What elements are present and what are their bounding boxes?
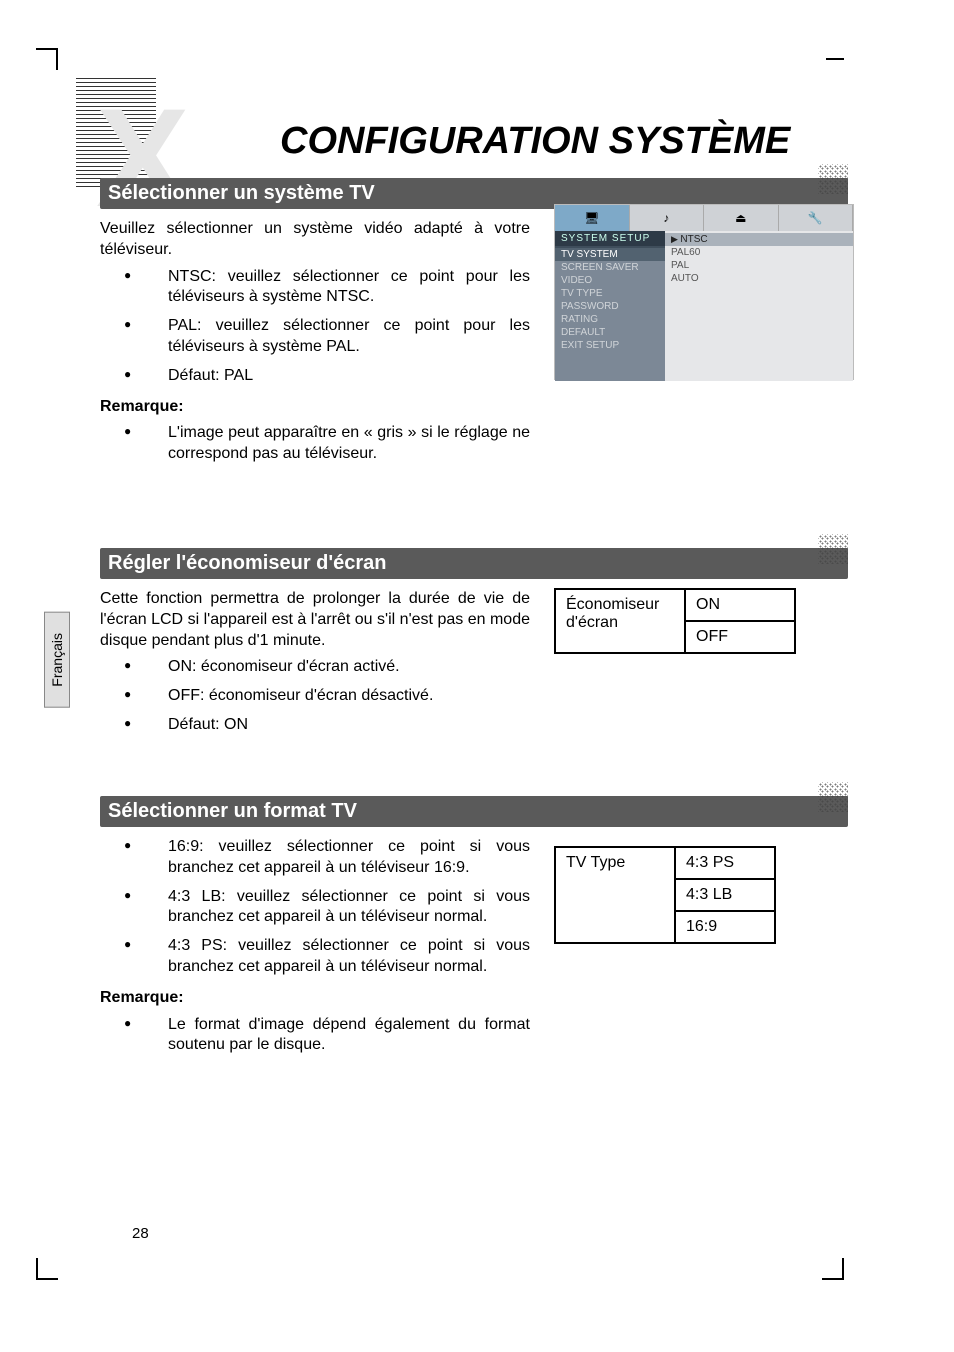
section-heading: Sélectionner un système TV [108,182,375,204]
table-option: 4:3 LB [675,879,775,911]
osd-tab-icon: 🔧 [779,205,854,231]
table-option: ON [685,589,795,621]
crop-mark [842,1258,844,1280]
bullet-list: L'image peut apparaître en « gris » si l… [100,423,530,465]
intro-text: Veuillez sélectionner un système vidéo a… [100,219,530,261]
page-number: 28 [132,1225,149,1242]
osd-menu-item: VIDEO [561,274,659,287]
screensaver-options-table: Économiseur d'écran ON OFF [554,588,796,654]
osd-right-options: NTSC PAL60 PAL AUTO [665,231,853,381]
language-tab: Français [44,612,70,708]
page-title: CONFIGURATION SYSTÈME [280,120,790,163]
osd-menu-item: DEFAULT [561,326,659,339]
osd-body: SYSTEM SETUP TV SYSTEM SCREEN SAVER VIDE… [555,231,853,381]
remark-heading: Remarque: [100,397,530,418]
table-option: 4:3 PS [675,847,775,879]
corner-dots-icon [818,534,848,564]
bullet-list: Le format d'image dépend également du fo… [100,1015,530,1057]
osd-menu-item: RATING [561,313,659,326]
crop-mark [36,48,58,50]
list-item: 4:3 PS: veuillez sélectionner ce point s… [100,936,530,978]
list-item: 4:3 LB: veuillez sélectionner ce point s… [100,887,530,929]
crop-mark [56,48,58,70]
section-heading: Sélectionner un format TV [108,800,357,822]
osd-menu-item: PASSWORD [561,300,659,313]
osd-option: PAL60 [671,246,847,259]
remark-heading: Remarque: [100,988,530,1009]
page-root: X CONFIGURATION SYSTÈME Français Sélecti… [0,0,954,1352]
osd-tab-icon: ♪ [630,205,705,231]
osd-menu-item: SCREEN SAVER [561,261,659,274]
corner-dots-icon [818,164,848,194]
osd-option: NTSC [665,233,853,246]
table-label: Économiseur d'écran [555,589,685,653]
intro-text: Cette fonction permettra de prolonger la… [100,589,530,651]
crop-mark [36,1258,38,1280]
table-label: TV Type [555,847,675,943]
osd-menu-item: TV TYPE [561,287,659,300]
osd-tab-icon: 🖥 [555,205,630,231]
section-heading-bar: Sélectionner un format TV [100,796,848,827]
bullet-list: NTSC: veuillez sélectionner ce point pou… [100,267,530,387]
list-item: ON: économiseur d'écran activé. [100,657,530,678]
list-item: Défaut: ON [100,715,530,736]
osd-tab-row: 🖥 ♪ ⏏ 🔧 [555,205,853,231]
osd-screenshot: 🖥 ♪ ⏏ 🔧 SYSTEM SETUP TV SYSTEM SCREEN SA… [554,204,854,380]
list-item: NTSC: veuillez sélectionner ce point pou… [100,267,530,309]
table-option: OFF [685,621,795,653]
section-heading: Régler l'économiseur d'écran [108,552,387,574]
table-option: 16:9 [675,911,775,943]
bullet-list: ON: économiseur d'écran activé. OFF: éco… [100,657,530,735]
list-item: PAL: veuillez sélectionner ce point pour… [100,316,530,358]
osd-option: AUTO [671,272,847,285]
section-heading-bar: Régler l'économiseur d'écran [100,548,848,579]
list-item: OFF: économiseur d'écran désactivé. [100,686,530,707]
crop-mark [822,1278,844,1280]
section-body: Veuillez sélectionner un système vidéo a… [100,219,530,465]
section-body: 16:9: veuillez sélectionner ce point si … [100,837,530,1056]
list-item: Défaut: PAL [100,366,530,387]
bullet-list: 16:9: veuillez sélectionner ce point si … [100,837,530,978]
osd-left-menu: SYSTEM SETUP TV SYSTEM SCREEN SAVER VIDE… [555,231,665,381]
osd-menu-item: TV SYSTEM [555,248,665,261]
list-item: L'image peut apparaître en « gris » si l… [100,423,530,465]
osd-header: SYSTEM SETUP [555,231,665,246]
tvtype-options-table: TV Type 4:3 PS 4:3 LB 16:9 [554,846,776,944]
osd-option: PAL [671,259,847,272]
crop-mark [36,1278,58,1280]
list-item: Le format d'image dépend également du fo… [100,1015,530,1057]
section-body: Cette fonction permettra de prolonger la… [100,589,530,736]
crop-mark [826,58,844,60]
corner-dots-icon [818,782,848,812]
osd-menu-item: EXIT SETUP [561,339,659,352]
osd-tab-icon: ⏏ [704,205,779,231]
list-item: 16:9: veuillez sélectionner ce point si … [100,837,530,879]
